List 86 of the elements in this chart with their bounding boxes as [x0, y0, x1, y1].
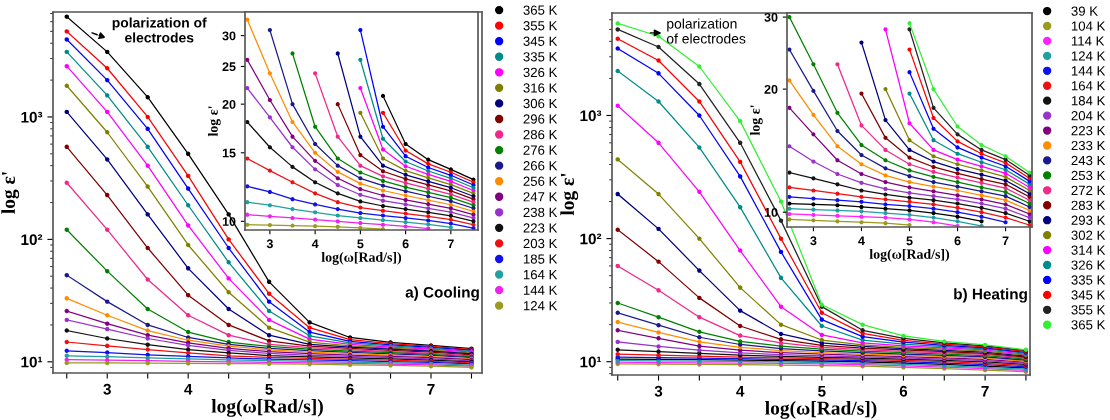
legend-label: 272 K	[1071, 185, 1106, 195]
legend-label: 223 K	[1071, 125, 1106, 136]
y-tick-label: 10¹	[21, 356, 43, 368]
legend-label: 164 K	[1071, 81, 1106, 91]
y-tick-label: 20	[764, 84, 778, 94]
legend-label: 365 K	[1071, 320, 1106, 330]
legend-label: 335 K	[523, 52, 558, 62]
legend-label: 335 K	[1071, 275, 1106, 285]
y-axis-title: log ε'	[749, 105, 763, 136]
legend-label: 293 K	[1071, 215, 1106, 225]
legend-label: 345 K	[1071, 290, 1106, 300]
x-tick-label: 6	[954, 236, 961, 246]
legend-label: 233 K	[1071, 140, 1106, 151]
x-tick-label: 3	[266, 239, 273, 249]
legend-label: 124 K	[1071, 51, 1106, 61]
legend-label: 144 K	[1071, 66, 1106, 76]
y-tick-label: 10³	[580, 110, 602, 122]
legend-label: 302 K	[1071, 230, 1106, 240]
y-tick-label: 10¹	[580, 356, 602, 368]
x-tick-label: 5	[818, 385, 826, 397]
x-tick-label: 7	[427, 383, 435, 395]
legend-label: 104 K	[1071, 21, 1106, 31]
x-tick-label: 3	[654, 385, 663, 397]
legend-label: 253 K	[1071, 170, 1106, 181]
legend-label: 185 K	[523, 254, 558, 264]
x-axis-title: log(ω[Rad/s])	[211, 399, 323, 417]
y-tick-label: 20	[222, 99, 236, 109]
legend-label: 326 K	[1071, 260, 1106, 270]
legend-label: 355 K	[1071, 305, 1106, 315]
legend-label: 314 K	[1071, 245, 1106, 255]
y-tick-label: 10²	[580, 233, 602, 245]
x-axis-title: log(ω[Rad/s])	[765, 401, 877, 419]
x-tick-label: 6	[899, 385, 908, 397]
x-tick-label: 4	[858, 236, 865, 246]
legend-label: 247 K	[523, 192, 558, 202]
legend-label: 286 K	[523, 129, 558, 140]
legend-label: 164 K	[523, 269, 558, 280]
legend-label: 204 K	[1071, 111, 1106, 121]
legend-label: 296 K	[523, 114, 558, 124]
annotation: b) Heating	[954, 288, 1027, 303]
legend-label: 256 K	[523, 176, 558, 186]
legend-label: 266 K	[523, 161, 558, 171]
legend-label: 124 K	[523, 301, 558, 311]
legend-label: 345 K	[523, 36, 558, 46]
legend-label: 365 K	[523, 5, 558, 15]
legend-label: 243 K	[1071, 155, 1106, 166]
y-axis-title: log ε'	[1, 172, 20, 214]
legend-label: 203 K	[523, 238, 558, 249]
x-tick-label: 7	[1002, 236, 1009, 246]
y-tick-label: 10³	[21, 111, 43, 123]
y-tick-label: 30	[222, 31, 236, 41]
x-axis-title: log(ω[Rad/s])	[321, 252, 402, 265]
x-tick-label: 3	[810, 236, 817, 246]
y-tick-label: 15	[222, 148, 236, 158]
legend-label: 144 K	[523, 285, 558, 295]
legend-label: 223 K	[523, 223, 558, 233]
legend-label: 276 K	[523, 145, 558, 155]
x-axis-title: log(ω[Rad/s])	[869, 249, 950, 262]
x-tick-label: 6	[402, 239, 409, 249]
y-tick-label: 30	[764, 12, 778, 22]
legend-label: 283 K	[1071, 200, 1106, 210]
x-tick-label: 6	[346, 383, 354, 395]
y-tick-label: 25	[222, 62, 236, 72]
legend-label: 238 K	[523, 207, 558, 218]
y-tick-label: 10²	[21, 234, 43, 246]
x-tick-label: 5	[906, 236, 913, 246]
y-axis-title: log ε'	[560, 173, 579, 216]
x-tick-label: 4	[184, 383, 193, 395]
annotation: polarization of electrodes	[112, 17, 207, 43]
x-tick-label: 4	[311, 239, 319, 249]
legend-label: 306 K	[523, 98, 558, 109]
x-tick-label: 5	[265, 383, 273, 395]
annotation: polarization of electrodes	[666, 18, 746, 44]
legend-label: 114 K	[1071, 36, 1105, 46]
legend-label: 355 K	[523, 21, 558, 31]
legend-label: 326 K	[523, 67, 558, 78]
x-tick-label: 3	[103, 383, 111, 395]
legend-label: 184 K	[1071, 96, 1106, 106]
x-tick-label: 7	[447, 239, 454, 249]
x-tick-label: 7	[981, 385, 989, 397]
x-tick-label: 5	[357, 239, 364, 249]
legend-label: 316 K	[523, 83, 558, 93]
y-axis-title: log ε'	[207, 106, 221, 137]
legend-label: 39 K	[1071, 6, 1098, 16]
x-tick-label: 4	[736, 385, 745, 397]
annotation: a) Cooling	[405, 286, 479, 301]
